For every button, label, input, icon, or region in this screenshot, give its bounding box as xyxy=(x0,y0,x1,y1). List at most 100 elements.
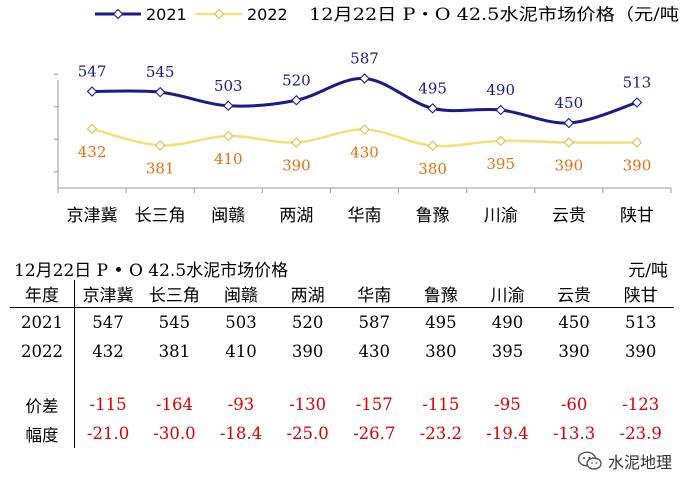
table-cell: -130 xyxy=(289,395,327,414)
data-point-marker xyxy=(631,97,643,108)
table-cell: 450 xyxy=(558,313,590,332)
data-label: 430 xyxy=(350,144,379,162)
column-header: 陕甘 xyxy=(607,280,674,308)
table-cell: 547 xyxy=(92,313,124,332)
table-cell: 490 xyxy=(491,313,524,332)
data-point-marker xyxy=(631,137,643,148)
column-header: 川渝 xyxy=(474,280,541,308)
x-tick-label: 华南 xyxy=(348,206,382,226)
row-label: 价差 xyxy=(10,390,75,419)
table-cell: -26.7 xyxy=(353,424,396,443)
data-label: 490 xyxy=(486,81,515,99)
table-cell: -30.0 xyxy=(153,424,196,443)
table-cell: -18.4 xyxy=(219,424,263,443)
data-label: 390 xyxy=(555,157,584,175)
data-label: 395 xyxy=(486,155,515,173)
data-point-marker xyxy=(563,117,575,129)
table-cell: -23.9 xyxy=(619,424,662,443)
table-cell: 380 xyxy=(425,342,457,361)
watermark-text: 水泥地理 xyxy=(607,453,672,472)
table-unit: 元/吨 xyxy=(628,261,668,281)
legend-label: 2022 xyxy=(247,5,288,24)
data-point-marker xyxy=(154,140,166,151)
data-label: 390 xyxy=(623,157,652,175)
x-tick-label: 云贵 xyxy=(552,206,586,226)
table-cell: 520 xyxy=(291,313,324,332)
column-header: 闽赣 xyxy=(207,280,275,308)
table-cell: -60 xyxy=(560,395,588,414)
column-header: 两湖 xyxy=(274,280,341,308)
data-label: 545 xyxy=(146,63,175,81)
table-row: 2022 432 381 410 390 430 380 395 390 390 xyxy=(10,337,674,366)
x-tick-label: 京津冀 xyxy=(67,206,118,226)
data-point-marker xyxy=(223,130,234,142)
x-tick-label: 长三角 xyxy=(135,206,186,226)
watermark: 水泥地理 xyxy=(577,449,672,473)
data-point-marker xyxy=(86,86,98,97)
data-label: 380 xyxy=(418,160,447,178)
data-point-marker xyxy=(495,104,506,116)
legend-marker xyxy=(213,8,225,20)
data-label: 432 xyxy=(78,143,107,161)
row-label: 2021 xyxy=(10,307,75,337)
data-point-marker xyxy=(154,86,166,98)
column-header: 鲁豫 xyxy=(407,280,475,308)
data-point-marker xyxy=(291,137,302,148)
table-cell: 381 xyxy=(158,342,191,361)
x-tick-label: 闽赣 xyxy=(211,206,245,226)
table-body: 2021 547 545 503 520 587 495 490 450 513 2022 432 38… xyxy=(10,307,674,448)
line-chart: 432 381 410 390 430 380 395 390 390 547 545 503 520 5… xyxy=(54,5,679,226)
data-label: 547 xyxy=(78,62,107,80)
chart-title: 12月22日 P・O 42.5水泥市场价格（元/吨 xyxy=(309,5,679,24)
data-label: 587 xyxy=(350,49,379,67)
data-label: 410 xyxy=(214,150,243,168)
data-point-marker xyxy=(427,103,438,114)
table-cell: -115 xyxy=(422,395,460,414)
data-label: 381 xyxy=(146,159,175,177)
column-header: 长三角 xyxy=(141,280,208,308)
table-row: 2021 547 545 503 520 587 495 490 450 513 xyxy=(10,307,674,337)
table-cell: -19.4 xyxy=(486,424,529,443)
data-point-marker xyxy=(223,100,234,112)
table-cell: 587 xyxy=(358,313,390,332)
x-tick-label: 两湖 xyxy=(279,206,313,226)
data-point-marker xyxy=(495,135,506,147)
table-cell: -25.0 xyxy=(286,424,329,443)
data-point-marker xyxy=(563,137,575,148)
x-tick-label: 川渝 xyxy=(484,206,518,226)
table-cell: 390 xyxy=(624,342,657,361)
table-cell: 430 xyxy=(358,342,390,361)
column-header: 京津冀 xyxy=(74,280,142,308)
table-cell: 495 xyxy=(425,313,457,332)
legend-label: 2021 xyxy=(146,5,187,24)
data-point-marker xyxy=(427,140,438,152)
column-header: 云贵 xyxy=(540,280,608,308)
row-label: 幅度 xyxy=(10,419,75,448)
x-tick-label: 鲁豫 xyxy=(416,206,450,226)
data-label: 520 xyxy=(282,71,311,89)
table-row: 价差 -115 -164 -93 -130 -157 -115 -95 -60 -123 xyxy=(10,390,674,419)
table-cell: 410 xyxy=(225,342,257,361)
table-cell: 390 xyxy=(291,342,324,361)
wechat-icon xyxy=(577,451,602,470)
table-cell: 432 xyxy=(92,342,124,361)
table-cell: -21.0 xyxy=(86,424,130,443)
table-title: 12月22日 P • O 42.5水泥市场价格 xyxy=(14,261,289,281)
x-tick-label: 陕甘 xyxy=(620,206,654,226)
table-spacer-row xyxy=(10,366,674,390)
table-cell: 545 xyxy=(158,313,191,332)
data-point-marker xyxy=(359,73,370,84)
table-cell: -115 xyxy=(89,395,127,414)
row-label: 2022 xyxy=(10,337,75,366)
data-point-marker xyxy=(86,123,98,135)
table-cell: 390 xyxy=(558,342,590,361)
table-cell: -123 xyxy=(622,395,660,414)
table-cell: -95 xyxy=(494,395,521,414)
price-table: 年度 京津冀 长三角 闽赣 两湖 华南 鲁豫 川渝 云贵 陕甘 2021 547 5… xyxy=(10,280,674,448)
table-cell: -23.2 xyxy=(419,424,463,443)
table-row: 幅度 -21.0 -30.0 -18.4 -25.0 -26.7 -23.2 -19.4 -13… xyxy=(10,419,674,448)
data-point-marker xyxy=(359,124,370,135)
table-cell: 513 xyxy=(624,313,657,332)
data-label: 390 xyxy=(282,157,311,175)
data-label: 503 xyxy=(214,77,243,95)
